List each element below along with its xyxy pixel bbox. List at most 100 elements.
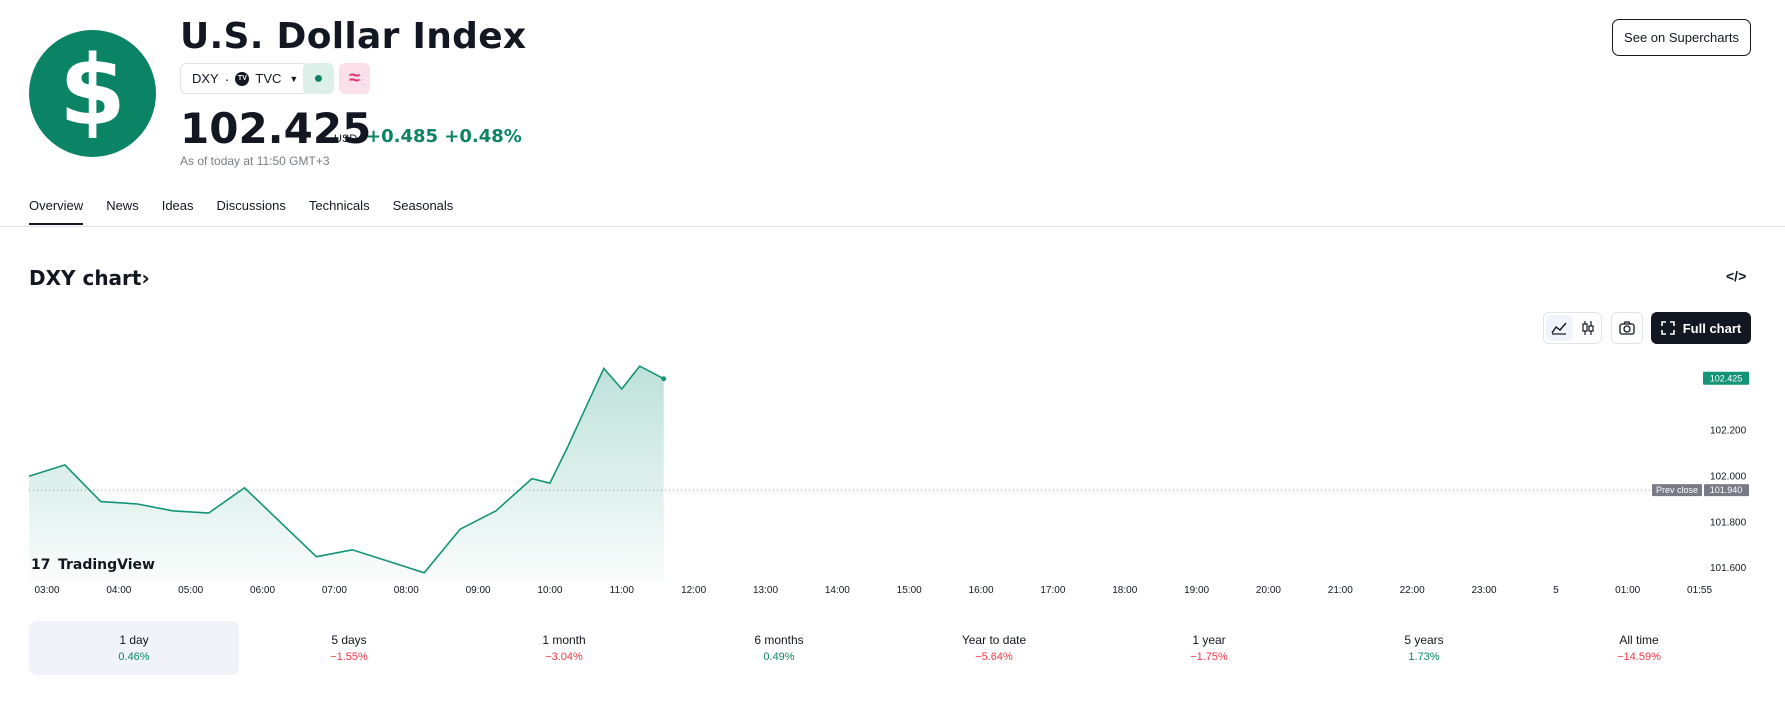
tabs-divider (0, 226, 1785, 227)
x-tick-label: 19:00 (1184, 585, 1209, 596)
tab-discussions[interactable]: Discussions (216, 198, 286, 213)
full-chart-label: Full chart (1682, 320, 1742, 336)
last-price-point (661, 376, 667, 382)
price-line-series (28, 365, 665, 574)
chart-style-toggle (1543, 312, 1602, 344)
x-tick-label: 09:00 (466, 585, 491, 596)
y-tick-label: 102.200 (1710, 425, 1747, 436)
price-area-fill (29, 366, 664, 582)
exchange-label: TVC (255, 71, 282, 86)
fullscreen-icon (1660, 321, 1675, 335)
prev-close-value-text: 101.940 (1710, 485, 1743, 495)
period-change: −5.64% (975, 651, 1013, 663)
candles-icon (1582, 321, 1594, 335)
snapshot-button[interactable] (1611, 312, 1643, 344)
period-label: 1 year (1192, 633, 1226, 647)
period-5-years[interactable]: 5 years 1.73% (1319, 621, 1529, 675)
x-tick-label: 04:00 (106, 585, 131, 596)
x-tick-label: 08:00 (394, 585, 419, 596)
nav-tabs: Overview News Ideas Discussions Technicals Se… (29, 198, 476, 225)
as-of-timestamp: As of today at 11:50 GMT+3 (180, 154, 330, 168)
x-tick-label: 10:00 (537, 585, 562, 596)
period-change: 1.73% (1408, 651, 1440, 663)
symbol-logo: $ (29, 30, 156, 157)
symbol-exchange-selector[interactable]: DXY · TV TVC ▼ (180, 63, 310, 94)
x-tick-label: 17:00 (1040, 585, 1065, 596)
x-tick-label: 15:00 (897, 585, 922, 596)
last-price-badge (1703, 371, 1749, 385)
period-1-day[interactable]: 1 day 0.46% (29, 621, 239, 675)
performance-periods: 1 day 0.46% 5 days −1.55% 1 month −3.04% 6 mon… (29, 621, 1749, 675)
tab-technicals[interactable]: Technicals (308, 198, 370, 213)
x-tick-label: 23:00 (1471, 585, 1496, 596)
period-label: All time (1619, 633, 1659, 647)
x-tick-label: 13:00 (753, 585, 778, 596)
embed-code-icon[interactable]: </> (1726, 268, 1747, 284)
last-price: 102.425 (180, 104, 372, 153)
separator-dot: · (224, 70, 230, 87)
ticker-label: DXY (192, 71, 219, 86)
chevron-right-icon: › (141, 266, 150, 290)
x-tick-label: 18:00 (1112, 585, 1137, 596)
period-label: 5 years (1404, 633, 1444, 647)
tab-seasonals[interactable]: Seasonals (392, 198, 454, 213)
currency-label: USD (334, 133, 358, 145)
area-chart-button[interactable] (1546, 315, 1573, 341)
tradingview-logo-icon: TV (235, 71, 250, 86)
x-tick-label: 01:00 (1615, 585, 1640, 596)
x-tick-label: 03:00 (34, 585, 59, 596)
market-open-icon[interactable]: ● (303, 63, 334, 94)
chart-title-link[interactable]: DXY chart› (29, 266, 150, 290)
delayed-data-icon[interactable]: ≈ (339, 63, 370, 94)
x-tick-label: 06:00 (250, 585, 275, 596)
period-label: 6 months (754, 633, 804, 647)
chevron-down-icon: ▼ (289, 73, 299, 84)
x-tick-label: 5 (1553, 585, 1559, 596)
area-chart-icon (1551, 322, 1567, 335)
page-title: U.S. Dollar Index (180, 16, 527, 57)
period-label: 1 month (542, 633, 586, 647)
x-tick-label: 20:00 (1256, 585, 1281, 596)
y-tick-label: 101.800 (1710, 517, 1747, 528)
chart-title-text: DXY chart (29, 266, 142, 290)
period-change: 0.46% (118, 651, 150, 663)
price-change: +0.485 +0.48% (366, 126, 522, 147)
period-1-year[interactable]: 1 year −1.75% (1104, 621, 1314, 675)
period-1-month[interactable]: 1 month −3.04% (459, 621, 669, 675)
prev-close-label-text: Prev close (1656, 485, 1698, 495)
period-change: 0.49% (763, 651, 795, 663)
x-tick-label: 01:55 (1687, 585, 1712, 596)
period-change: −14.59% (1617, 651, 1661, 663)
x-tick-label: 16:00 (969, 585, 994, 596)
last-price-badge-text: 102.425 (1710, 374, 1743, 384)
prev-close-value-badge (1704, 484, 1749, 497)
period-6-months[interactable]: 6 months 0.49% (674, 621, 884, 675)
candle-chart-button[interactable] (1575, 315, 1602, 341)
tab-overview[interactable]: Overview (29, 198, 84, 225)
x-tick-label: 14:00 (825, 585, 850, 596)
y-tick-label: 102.000 (1710, 471, 1747, 482)
tab-ideas[interactable]: Ideas (161, 198, 194, 213)
period-change: −3.04% (545, 651, 583, 663)
x-tick-label: 05:00 (178, 585, 203, 596)
price-chart[interactable]: 102.200 102.000 101.800 101.600 03:00 04:00 0… (0, 350, 1785, 600)
tradingview-watermark: 17 TradingView (31, 557, 155, 573)
period-label: Year to date (961, 633, 1027, 647)
x-tick-label: 12:00 (681, 585, 706, 596)
period-year-to-date[interactable]: Year to date −5.64% (889, 621, 1099, 675)
tab-news[interactable]: News (106, 198, 139, 213)
see-on-supercharts-button[interactable]: See on Supercharts (1612, 19, 1751, 56)
tradingview-watermark-badge: 17 (31, 557, 50, 573)
camera-icon (1619, 321, 1635, 335)
logo-dollar-sign: $ (59, 34, 126, 147)
period-change: −1.55% (330, 651, 368, 663)
tradingview-watermark-text: TradingView (58, 557, 155, 573)
x-tick-label: 07:00 (322, 585, 347, 596)
period-change: −1.75% (1190, 651, 1228, 663)
prev-close-label-badge (1652, 484, 1702, 497)
period-label: 5 days (331, 633, 367, 647)
x-tick-label: 11:00 (610, 585, 635, 596)
full-chart-button[interactable]: Full chart (1651, 312, 1751, 344)
period-5-days[interactable]: 5 days −1.55% (244, 621, 454, 675)
period-all-time[interactable]: All time −14.59% (1534, 621, 1744, 675)
